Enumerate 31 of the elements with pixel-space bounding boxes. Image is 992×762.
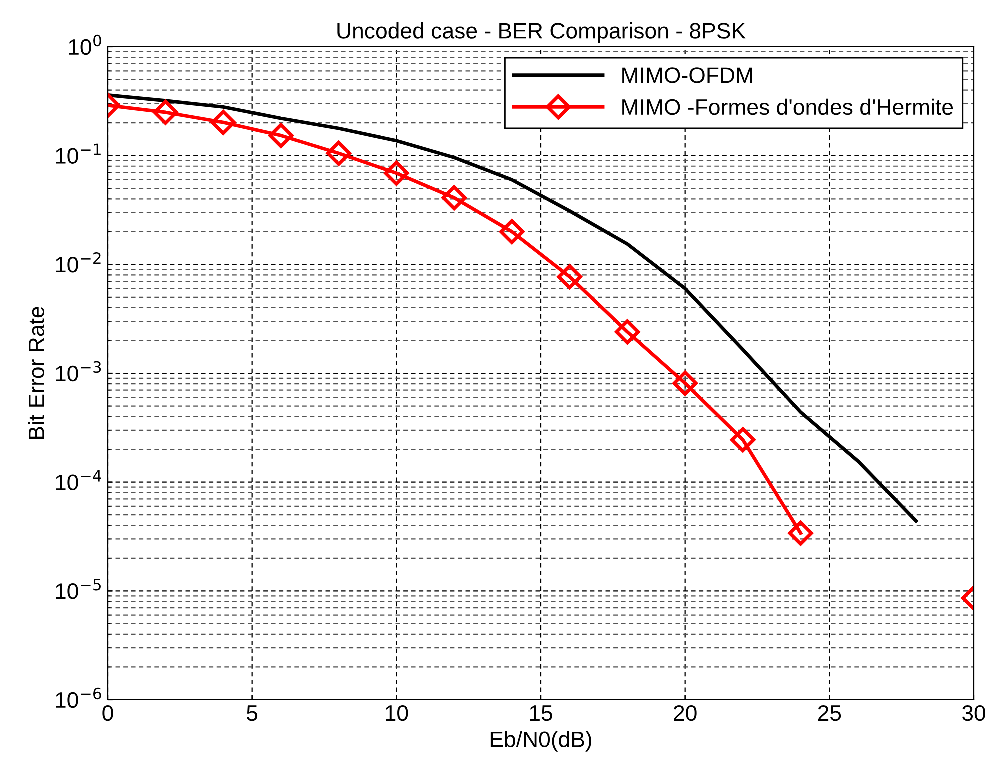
x-tick-label: 5 [247, 706, 258, 722]
x-tick-label: 20 [674, 705, 697, 722]
point [672, 370, 698, 396]
y-tick-label: 10$^{−1}$ [56, 144, 101, 164]
point [730, 427, 756, 453]
x-tick-label: 15 [530, 706, 552, 722]
legend-label: MIMO-OFDM [622, 68, 752, 84]
x-tick-label: 25 [818, 705, 842, 722]
y-tick-label: 10$^{−3}$ [56, 361, 102, 382]
legend-label: MIMO -Formes d'ondes d'Hermite [622, 98, 954, 116]
point [788, 520, 814, 546]
chart-title: Uncoded case - BER Comparison - 8PSK [338, 22, 746, 44]
point [268, 123, 294, 148]
y-tick-label: 10$^{−2}$ [56, 252, 101, 273]
point [615, 320, 640, 345]
point [326, 140, 352, 166]
y-tick-label: 10$^{−5}$ [56, 579, 101, 600]
point [442, 185, 467, 211]
x-tick-label: 0 [102, 705, 114, 722]
point [153, 100, 178, 126]
y-tick-label: 10$^{−4}$ [56, 470, 102, 490]
y-tick-label: 10$^{−6}$ [56, 688, 102, 708]
point [210, 110, 236, 136]
x-axis-title: Eb/N0(dB) [490, 731, 592, 752]
y-axis-title: Bit Error Rate [28, 307, 45, 439]
point [500, 219, 525, 244]
point [557, 264, 582, 290]
point [384, 160, 410, 186]
x-tick-label: 30 [962, 705, 986, 722]
x-tick-label: 10 [386, 705, 408, 722]
y-tick-label: 10$^{0}$ [69, 34, 102, 56]
